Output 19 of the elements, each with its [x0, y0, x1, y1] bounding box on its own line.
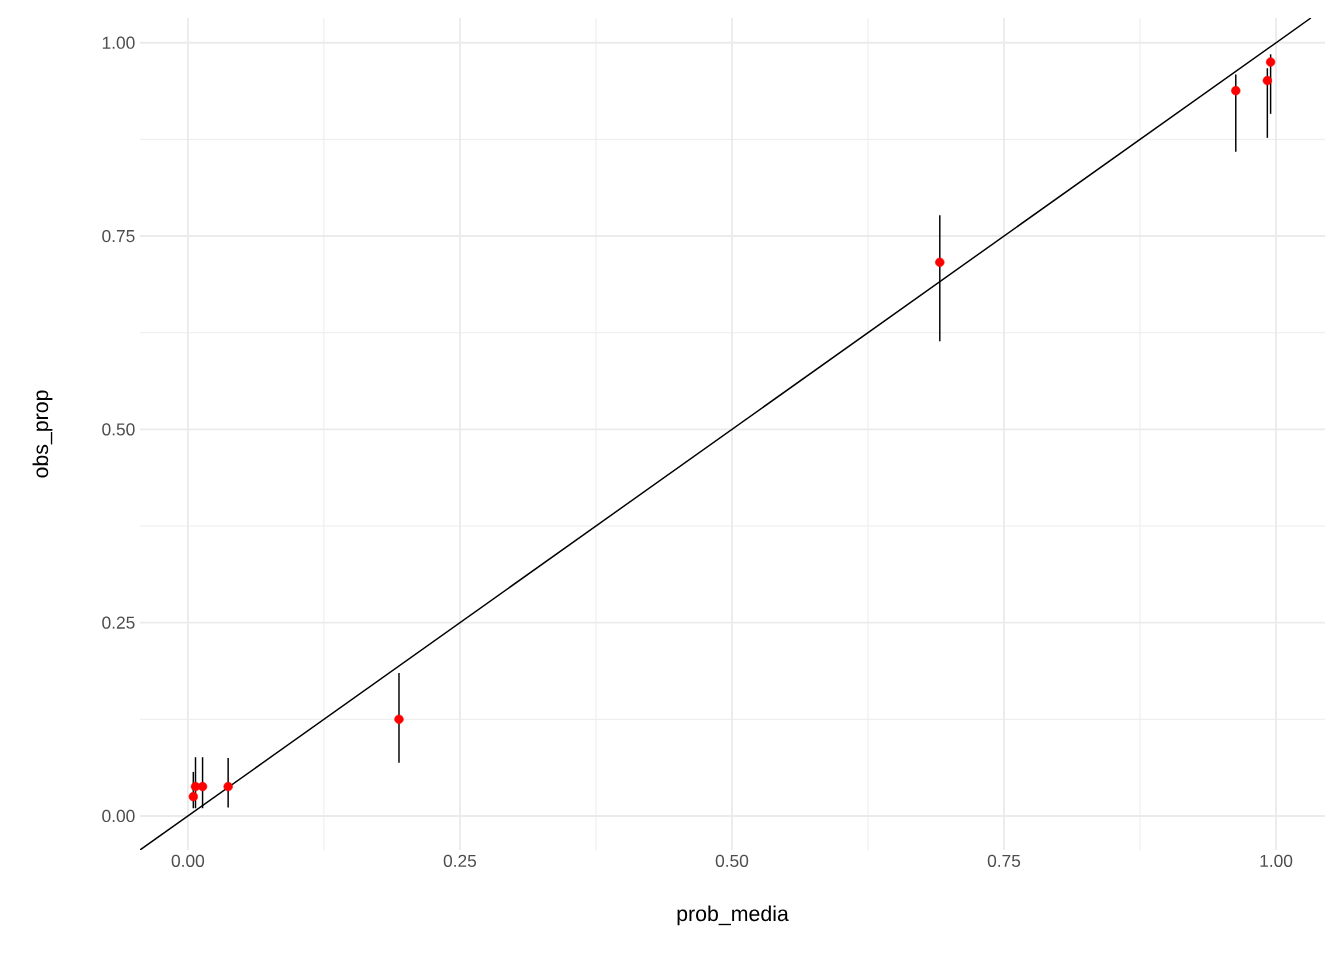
point: [394, 714, 404, 724]
point: [223, 781, 233, 792]
point: [188, 791, 198, 802]
x-tick-label: 0.50: [715, 854, 749, 867]
point: [1265, 57, 1276, 67]
x-tick-label: 0.25: [443, 854, 477, 867]
x-tick-label: 0.00: [171, 854, 205, 867]
point: [1231, 86, 1241, 96]
y-tick-label: 1.00: [102, 36, 135, 49]
y-tick-label: 0.50: [102, 423, 135, 436]
x-axis-title: prob_media: [677, 905, 789, 926]
y-tick-label: 0.00: [102, 809, 135, 823]
point: [935, 257, 945, 268]
x-tick-label: 0.75: [987, 854, 1021, 867]
y-tick-label: 0.75: [102, 229, 135, 243]
point: [1262, 75, 1273, 86]
y-tick-label: 0.25: [102, 616, 135, 629]
x-tick-label: 1.00: [1260, 854, 1293, 867]
y-axis-title: obs_prop: [32, 390, 53, 478]
